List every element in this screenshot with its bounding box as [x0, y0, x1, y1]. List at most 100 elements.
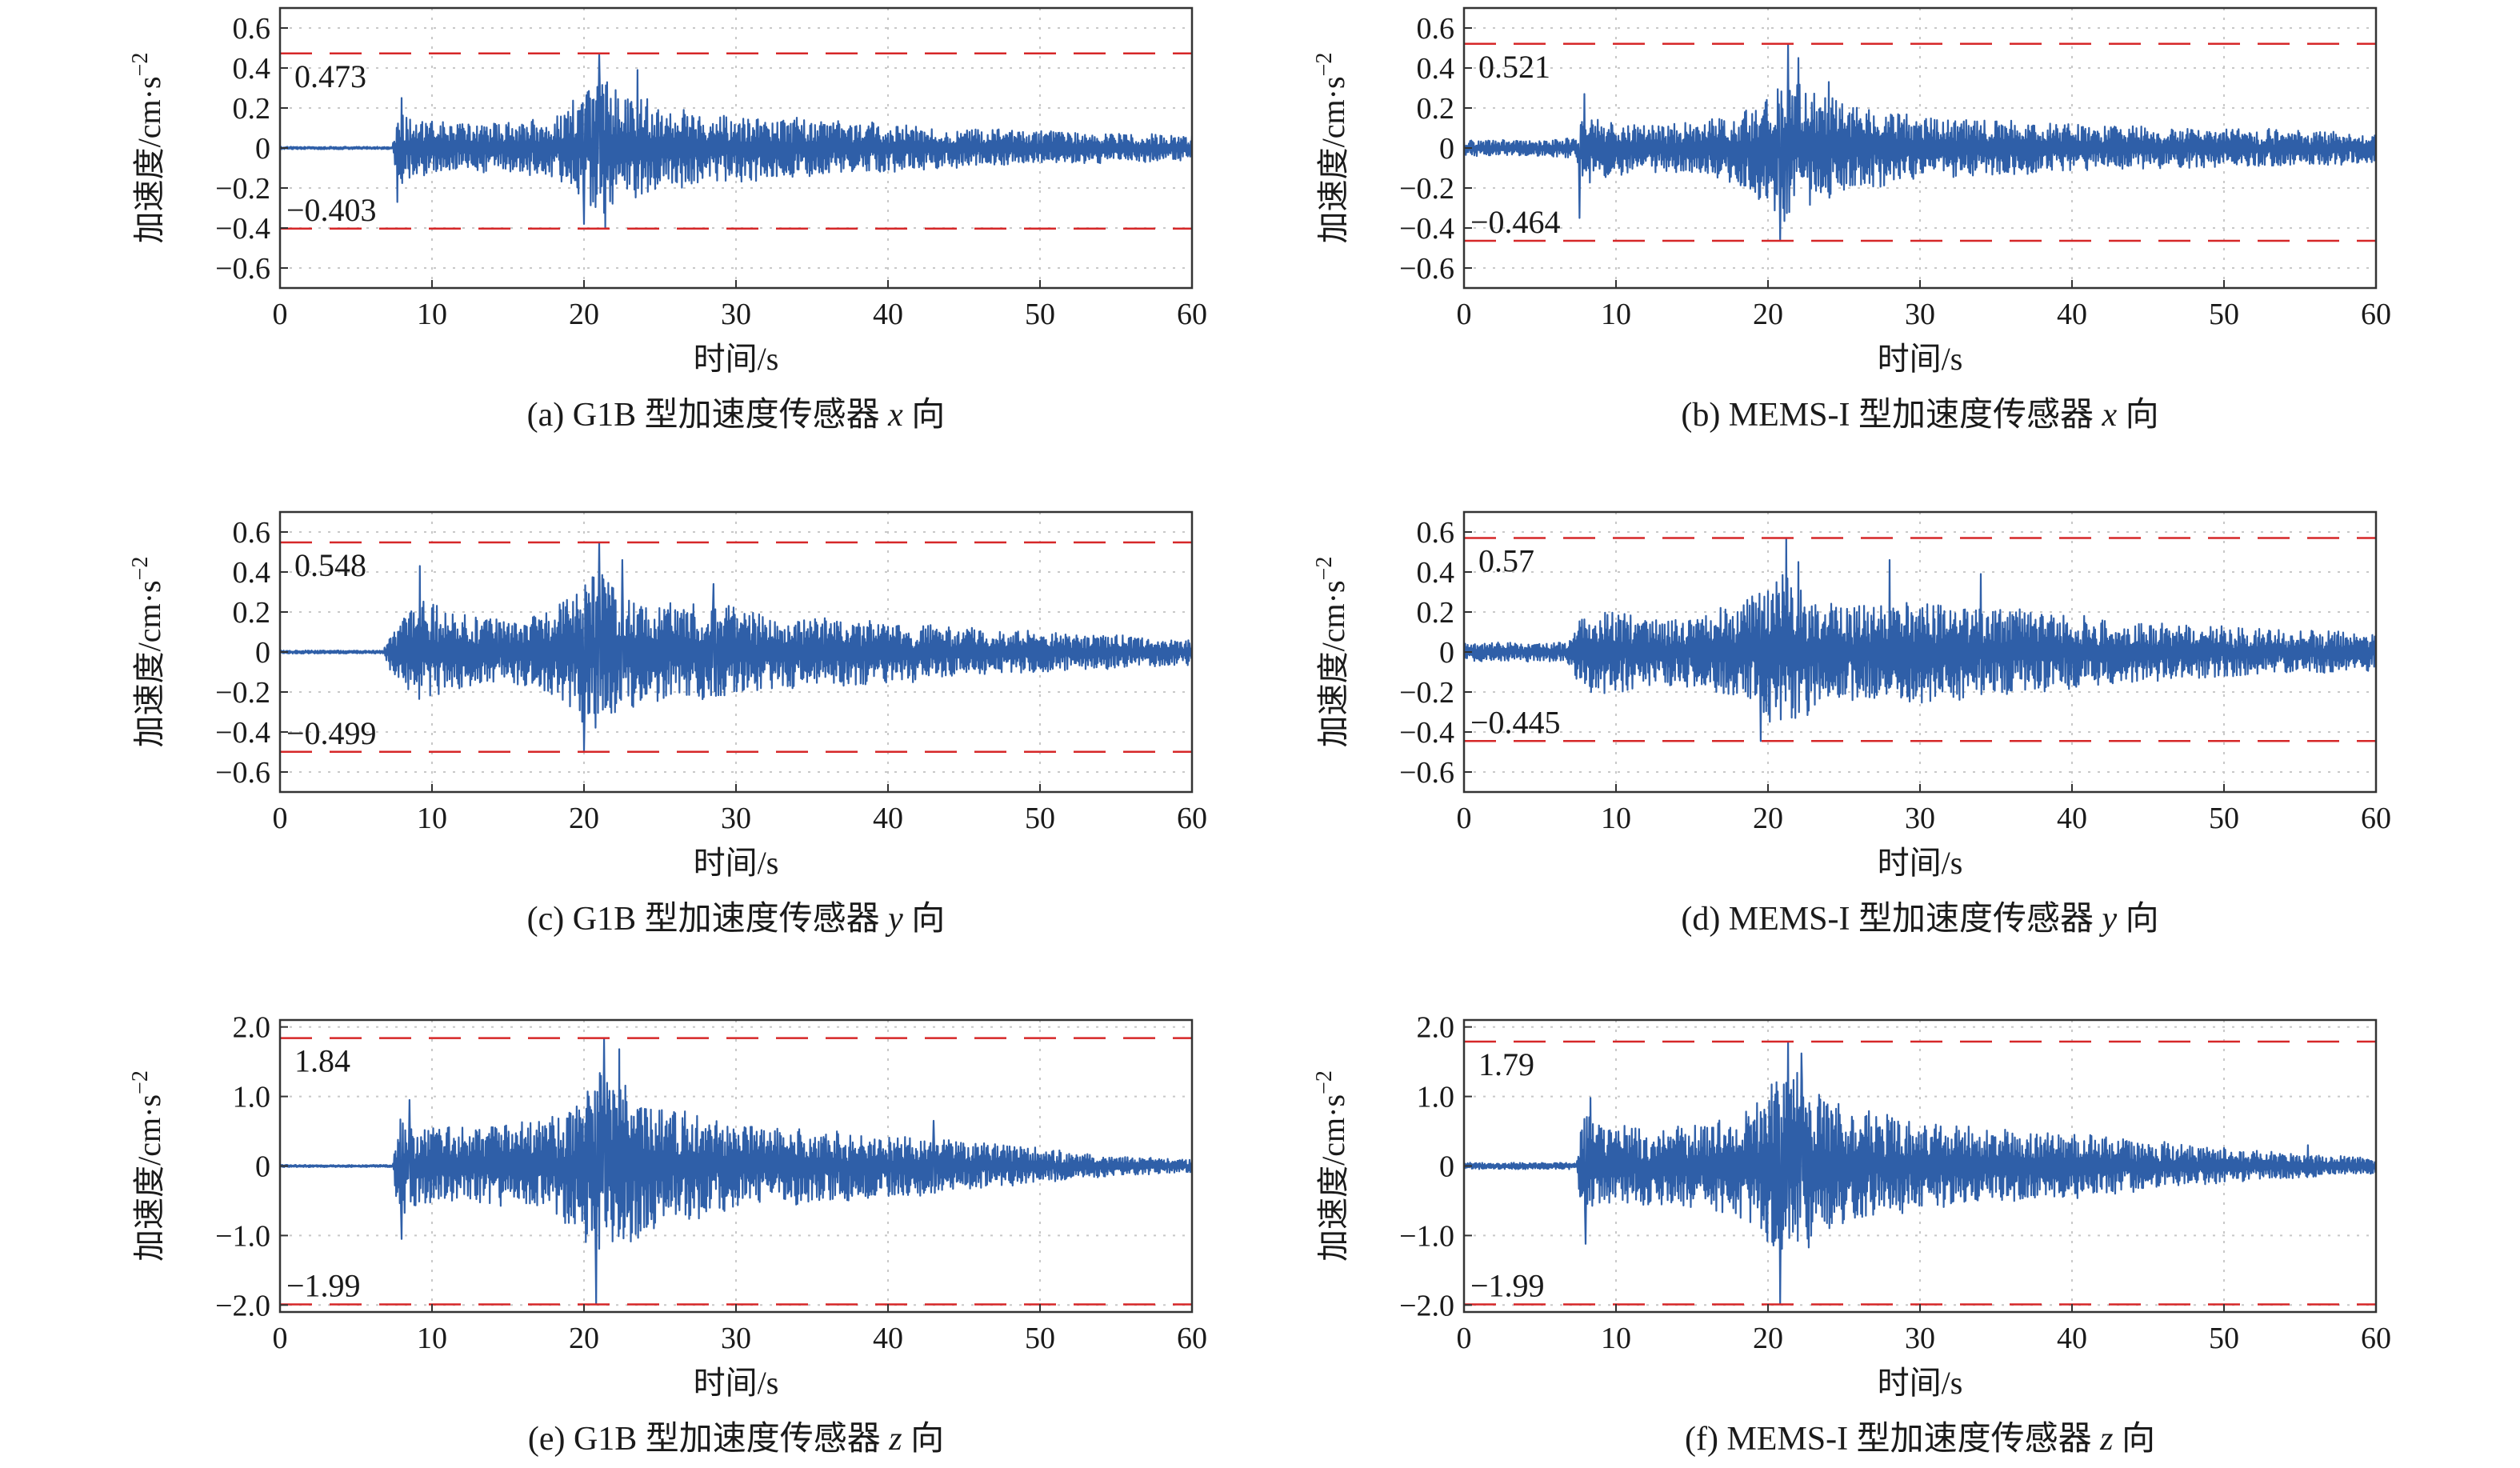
x-tick-label: 50 — [1025, 1322, 1055, 1355]
caption-axis: x — [2101, 397, 2117, 434]
y-tick-label: 0 — [255, 132, 270, 166]
y-tick-label: 0.6 — [233, 12, 271, 46]
x-tick-label: 30 — [1905, 802, 1935, 835]
x-tick-label: 10 — [417, 802, 447, 835]
x-axis-label: 时间/s — [694, 341, 779, 377]
y-tick-label: −0.4 — [215, 212, 270, 246]
panel-caption: (c) G1B 型加速度传感器 y 向 — [527, 901, 946, 938]
y-axis-label: 加速度/cm·s−2 — [128, 557, 167, 748]
max-value-label: 0.521 — [1478, 49, 1550, 85]
chart-panel-3: 0.548 −0.499 0 10 20 30 40 50 60 −0.6 −0.4 −0.2 0 0.2… — [128, 510, 1207, 938]
y-axis-label-main: 加速度/cm·s — [1315, 1094, 1351, 1262]
y-axis-label-main: 加速度/cm·s — [1315, 580, 1351, 747]
y-axis-label-sup: −2 — [128, 557, 153, 581]
caption-text: (c) G1B 型加速度传感器 — [527, 901, 888, 938]
caption-suffix: 向 — [903, 901, 946, 938]
panel-caption: (b) MEMS-I 型加速度传感器 x 向 — [1681, 397, 2158, 434]
caption-axis: x — [887, 397, 903, 434]
x-tick-label: 50 — [2209, 802, 2239, 835]
y-axis-label-main: 加速度/cm·s — [131, 580, 167, 747]
y-axis-label-main: 加速度/cm·s — [131, 76, 167, 243]
signal-series — [1464, 42, 2376, 242]
signal-series — [1464, 537, 2376, 742]
y-tick-label: −0.4 — [1399, 716, 1454, 750]
y-tick-label: 0.6 — [233, 516, 271, 550]
chart-panel-4: 0.57 −0.445 0 10 20 30 40 50 60 −0.6 −0.4 −0.2 0 0.2 0… — [1312, 510, 2391, 938]
min-value-label: −1.99 — [286, 1267, 361, 1303]
chart-panel-1: 0.473 −0.403 0 10 20 30 40 50 60 −0.6 −0.4 −0.2 0 0.2… — [128, 6, 1207, 434]
min-value-label: −0.445 — [1470, 704, 1561, 740]
x-tick-label: 30 — [1905, 298, 1935, 331]
caption-suffix: 向 — [903, 397, 946, 434]
x-tick-label: 10 — [1601, 298, 1631, 331]
chart-panel-2: 0.521 −0.464 0 10 20 30 40 50 60 −0.6 −0.4 −0.2 0 0.2… — [1312, 6, 2391, 434]
chart-panel-6: 1.79 −1.99 0 10 20 30 40 50 60 −2.0 −1.0 0 1.0 2.0 加速度… — [1312, 1011, 2391, 1458]
y-tick-label: 0.2 — [1417, 596, 1455, 630]
y-tick-label: −0.6 — [1399, 756, 1454, 790]
caption-axis: y — [885, 901, 903, 938]
x-axis-label: 时间/s — [1878, 1365, 1963, 1401]
x-tick-label: 20 — [1753, 802, 1783, 835]
y-tick-label: 0.4 — [1417, 556, 1455, 590]
y-tick-label: 0 — [1439, 132, 1454, 166]
y-tick-label: 0.6 — [1417, 516, 1455, 550]
x-tick-label: 0 — [1457, 1322, 1472, 1355]
signal-series — [280, 541, 1192, 753]
x-tick-label: 50 — [1025, 298, 1055, 331]
x-tick-label: 0 — [273, 1322, 288, 1355]
y-tick-label: −2.0 — [215, 1289, 270, 1322]
x-tick-label: 10 — [417, 298, 447, 331]
y-axis-label: 加速度/cm·s−2 — [1312, 1070, 1351, 1262]
max-value-label: 1.84 — [294, 1043, 350, 1079]
panel-caption: (d) MEMS-I 型加速度传感器 y 向 — [1681, 901, 2158, 938]
y-axis-label-sup: −2 — [128, 53, 153, 77]
x-tick-label: 0 — [1457, 802, 1472, 835]
y-axis-label: 加速度/cm·s−2 — [128, 53, 167, 244]
y-axis-label-sup: −2 — [128, 1070, 153, 1094]
caption-axis: z — [888, 1421, 902, 1458]
x-tick-label: 50 — [1025, 802, 1055, 835]
x-tick-label: 20 — [1753, 298, 1783, 331]
max-value-label: 0.473 — [294, 58, 366, 94]
caption-axis: y — [2098, 901, 2117, 938]
y-tick-label: −0.4 — [215, 716, 270, 750]
x-axis-label: 时间/s — [694, 845, 779, 881]
max-value-label: 1.79 — [1478, 1046, 1534, 1082]
panel-caption: (f) MEMS-I 型加速度传感器 z 向 — [1685, 1421, 2155, 1458]
x-axis-label: 时间/s — [1878, 341, 1963, 377]
x-tick-label: 10 — [417, 1322, 447, 1355]
y-tick-label: −1.0 — [1399, 1219, 1454, 1253]
x-tick-label: 30 — [721, 802, 751, 835]
y-tick-label: 0.4 — [233, 52, 271, 86]
y-tick-label: −0.4 — [1399, 212, 1454, 246]
y-axis-label-sup: −2 — [1312, 557, 1337, 581]
x-tick-label: 20 — [569, 1322, 599, 1355]
x-axis-label: 时间/s — [694, 1365, 779, 1401]
x-tick-label: 30 — [721, 298, 751, 331]
y-axis-label-main: 加速度/cm·s — [1315, 76, 1351, 243]
panel-caption: (e) G1B 型加速度传感器 z 向 — [528, 1421, 944, 1458]
x-tick-label: 20 — [1753, 1322, 1783, 1355]
y-tick-label: 0 — [255, 636, 270, 670]
caption-suffix: 向 — [2117, 901, 2159, 938]
x-tick-label: 60 — [1177, 298, 1207, 331]
x-tick-label: 60 — [2361, 1322, 2391, 1355]
y-tick-label: 0.2 — [233, 596, 271, 630]
caption-text: (d) MEMS-I 型加速度传感器 — [1681, 901, 2102, 938]
panel-caption: (a) G1B 型加速度传感器 x 向 — [527, 397, 946, 434]
min-value-label: −1.99 — [1470, 1267, 1545, 1303]
x-tick-label: 0 — [1457, 298, 1472, 331]
x-tick-label: 0 — [273, 802, 288, 835]
caption-text: (b) MEMS-I 型加速度传感器 — [1681, 397, 2102, 434]
x-tick-label: 60 — [2361, 298, 2391, 331]
y-axis-label-sup: −2 — [1312, 53, 1337, 77]
max-value-label: 0.57 — [1478, 543, 1534, 579]
x-tick-label: 60 — [1177, 802, 1207, 835]
y-axis-label-sup: −2 — [1312, 1070, 1337, 1094]
y-tick-label: 0.2 — [1417, 92, 1455, 126]
x-tick-label: 40 — [873, 1322, 903, 1355]
y-tick-label: 0.2 — [233, 92, 271, 126]
x-tick-label: 40 — [873, 298, 903, 331]
